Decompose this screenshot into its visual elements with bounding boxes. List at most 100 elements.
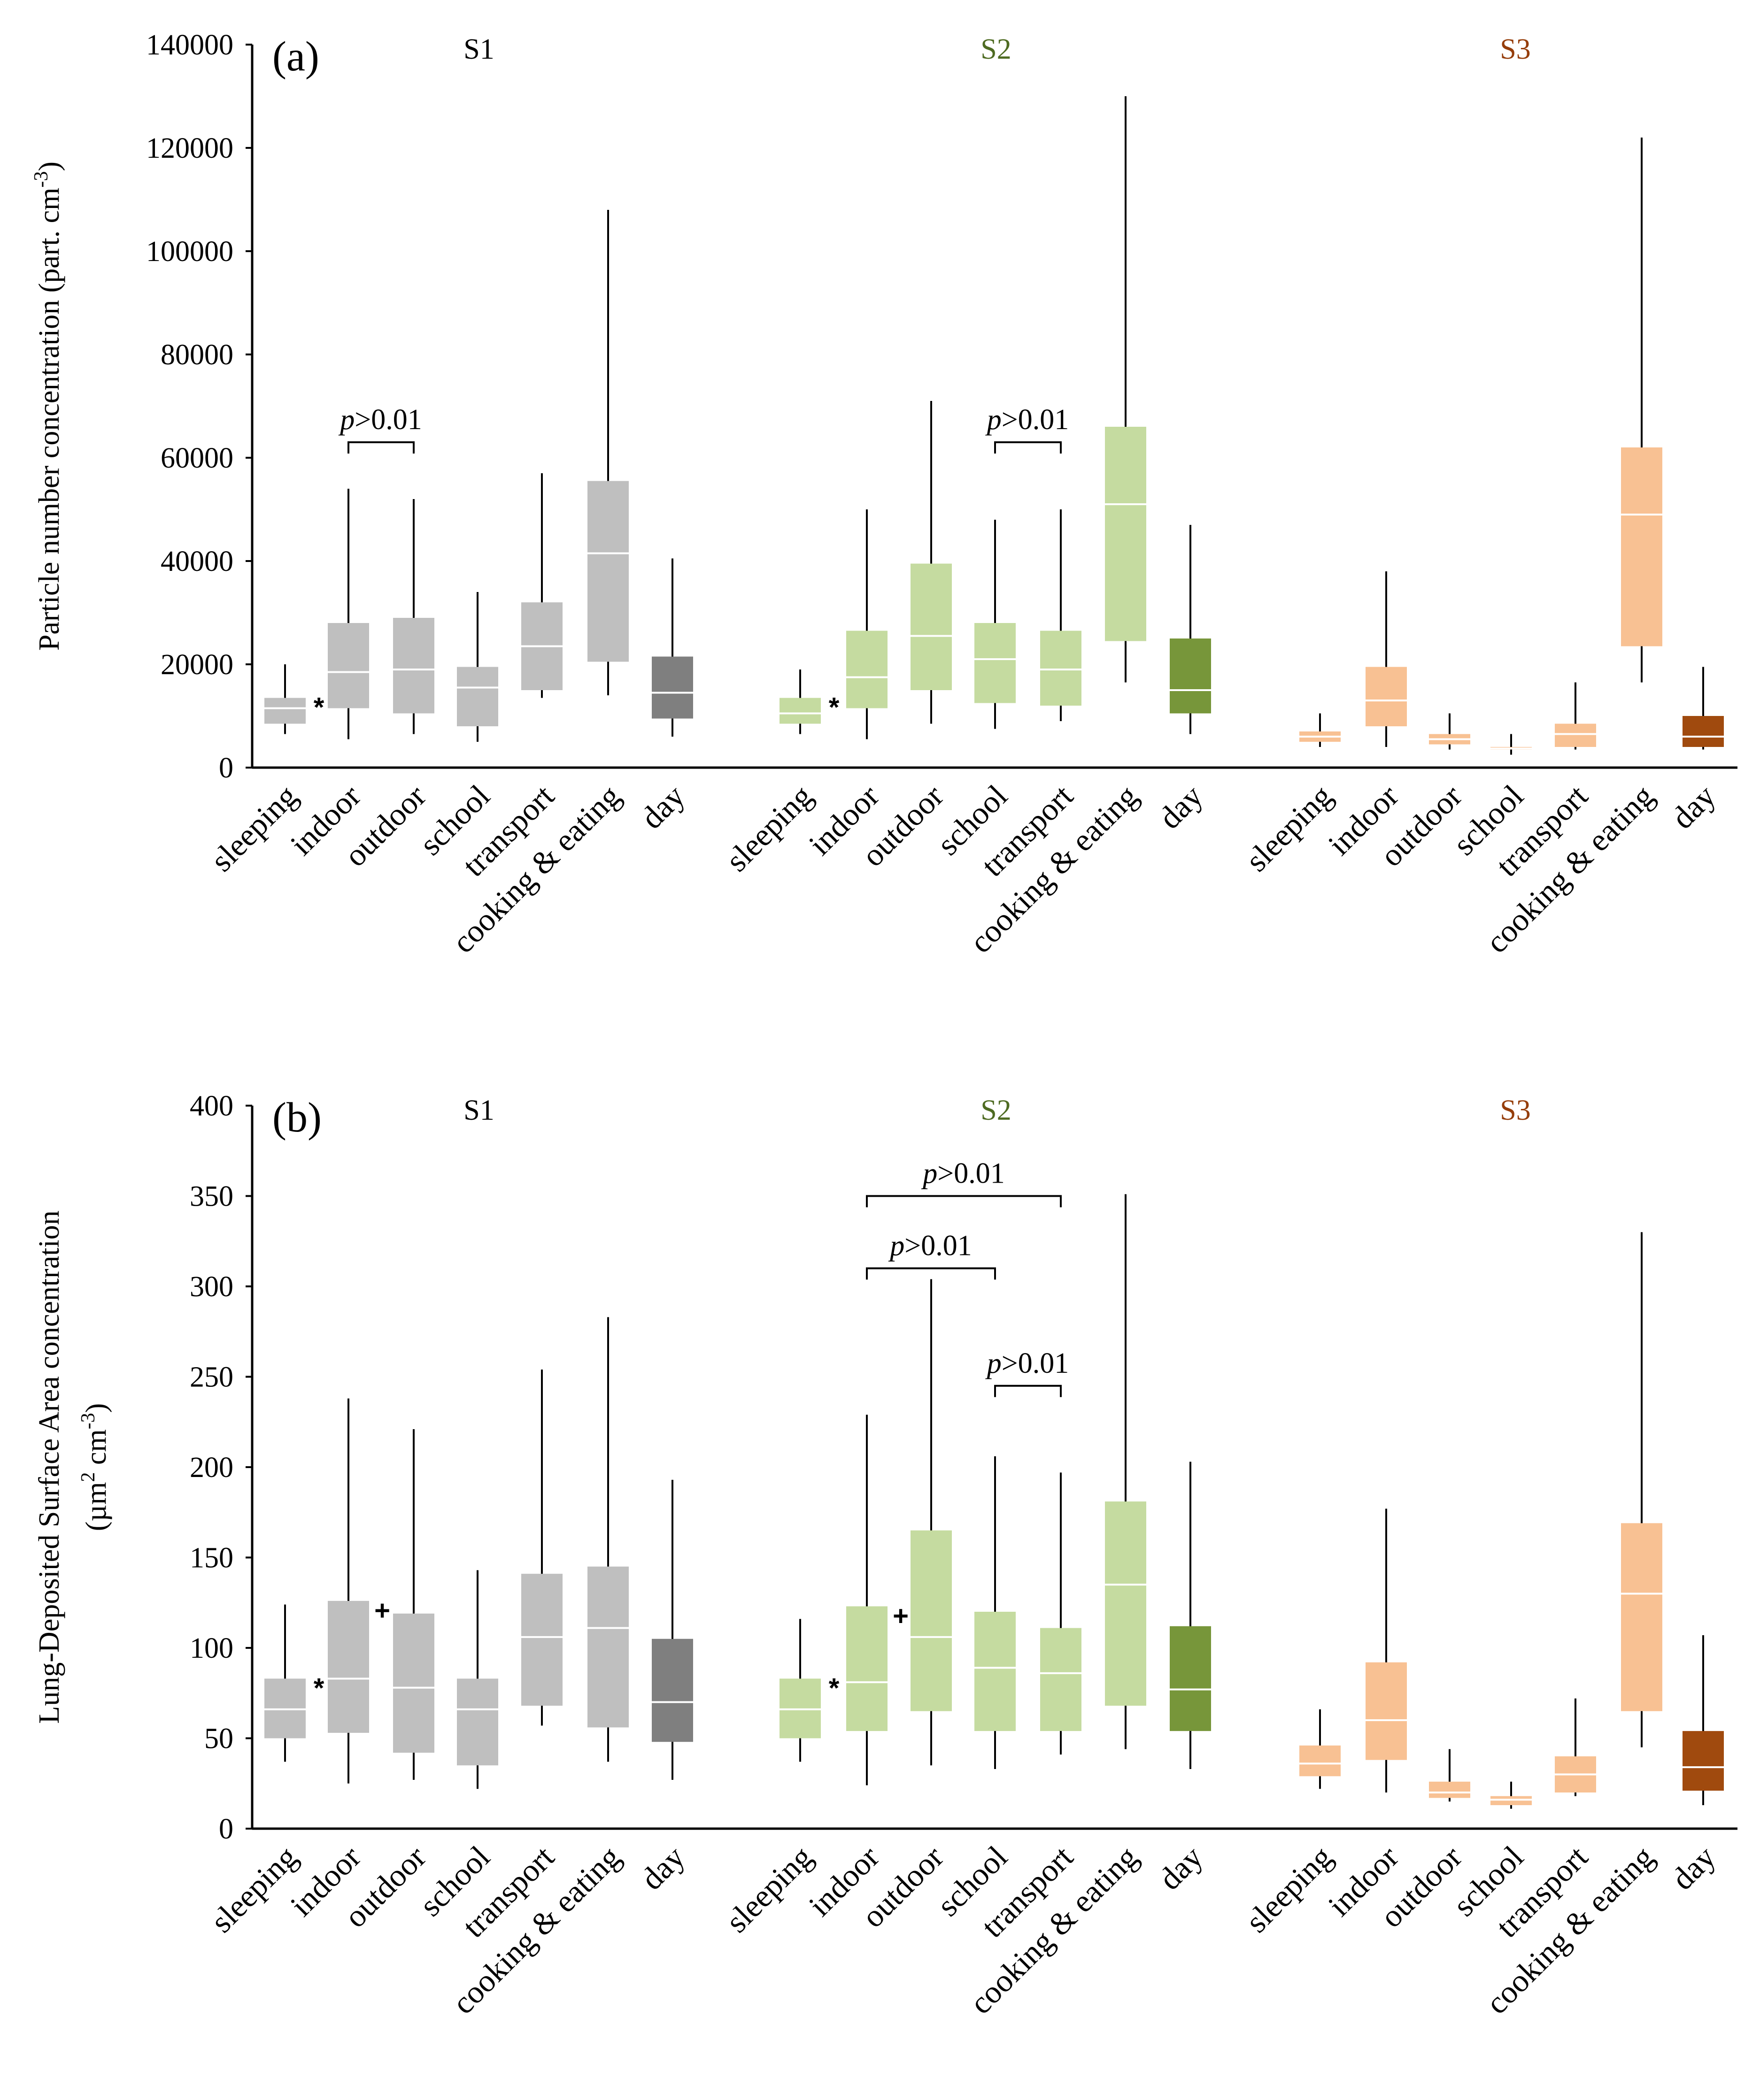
group-label: S3 bbox=[1500, 33, 1530, 65]
y-axis-label: Lung-Deposited Surface Area concentratio… bbox=[33, 1210, 65, 1723]
iqr-box bbox=[652, 656, 693, 719]
box-indoor: indoor bbox=[802, 509, 888, 862]
panel-b: 0 50 100 150 200 250 300 350 400 Lung-Deposited S… bbox=[33, 1090, 1737, 2021]
box-sleeping: sleeping bbox=[1239, 1709, 1341, 1939]
category-label: day bbox=[1151, 778, 1209, 836]
group-s3: S3sleepingindooroutdoorschooltransportco… bbox=[1239, 1094, 1724, 2021]
iqr-box bbox=[587, 481, 629, 662]
iqr-box bbox=[1105, 1501, 1146, 1706]
group-s1: S1sleepingindooroutdoorschooltransportco… bbox=[204, 33, 693, 960]
y-tick-label: 400 bbox=[190, 1090, 233, 1122]
plus-marker: + bbox=[893, 1600, 909, 1631]
group-s1: S1sleepingindooroutdoorschooltransportco… bbox=[204, 1094, 693, 2021]
iqr-box bbox=[1105, 427, 1146, 641]
category-label: day bbox=[1151, 1839, 1209, 1897]
box-day: day bbox=[1664, 667, 1724, 836]
category-label: sleeping bbox=[204, 778, 304, 878]
iqr-box bbox=[1170, 638, 1211, 714]
panel-label: (a) bbox=[272, 33, 319, 80]
bracket-line bbox=[866, 1267, 996, 1280]
p-value-label: p>0.01 bbox=[985, 1347, 1069, 1379]
box-cooking-eating: cooking & eating bbox=[1479, 138, 1662, 960]
category-label: day bbox=[633, 778, 691, 836]
bracket-line bbox=[866, 1195, 1062, 1208]
iqr-box bbox=[457, 667, 498, 726]
y-tick-label: 60000 bbox=[161, 442, 233, 474]
iqr-box bbox=[1040, 1628, 1081, 1731]
group-label: S1 bbox=[463, 33, 494, 65]
iqr-box bbox=[1555, 723, 1596, 747]
p-value-label: p>0.01 bbox=[921, 1158, 1004, 1190]
iqr-box bbox=[652, 1638, 693, 1742]
iqr-box bbox=[1683, 1731, 1724, 1791]
asterisk-marker: * bbox=[314, 692, 324, 723]
iqr-box bbox=[1366, 667, 1407, 726]
significance-bracket: p>0.01 bbox=[985, 404, 1069, 454]
group-label: S2 bbox=[980, 33, 1011, 65]
iqr-box bbox=[974, 623, 1016, 703]
significance-bracket: p>0.01 bbox=[866, 1158, 1062, 1208]
iqr-box bbox=[1170, 1626, 1211, 1731]
iqr-box bbox=[911, 1530, 952, 1711]
group-label: S3 bbox=[1500, 1094, 1530, 1126]
box-day: day bbox=[1151, 525, 1211, 836]
group-s2: S2sleepingindooroutdoorschooltransportco… bbox=[719, 33, 1211, 960]
y-axis-label: Particle number concentration (part. cm-… bbox=[31, 162, 65, 651]
group-label: S1 bbox=[463, 1094, 494, 1126]
asterisk-marker: * bbox=[829, 1673, 840, 1703]
iqr-box bbox=[1683, 716, 1724, 747]
y-tick-label: 120000 bbox=[146, 132, 233, 164]
iqr-box bbox=[587, 1566, 629, 1728]
y-tick-label: 80000 bbox=[161, 339, 233, 371]
p-value-label: p>0.01 bbox=[888, 1230, 972, 1262]
iqr-box bbox=[974, 1612, 1016, 1731]
group-s3: S3sleepingindooroutdoorschooltransportco… bbox=[1239, 33, 1724, 960]
p-value-label: p>0.01 bbox=[985, 404, 1069, 436]
significance-bracket: p>0.01 bbox=[985, 1347, 1069, 1397]
y-tick-label: 20000 bbox=[161, 649, 233, 681]
iqr-box bbox=[911, 563, 952, 690]
box-sleeping: sleeping bbox=[719, 669, 821, 878]
box-day: day bbox=[633, 1479, 693, 1897]
y-tick-label: 40000 bbox=[161, 546, 233, 577]
iqr-box bbox=[1621, 1523, 1662, 1711]
box-cooking-eating: cooking & eating bbox=[963, 1194, 1146, 2021]
y-tick-label: 300 bbox=[190, 1271, 233, 1303]
group-label: S2 bbox=[980, 1094, 1011, 1126]
y-tick-label: 100 bbox=[190, 1632, 233, 1664]
significance-bracket: p>0.01 bbox=[866, 1230, 996, 1280]
y-tick-label: 50 bbox=[204, 1723, 233, 1755]
bracket-line bbox=[994, 441, 1062, 454]
iqr-box bbox=[780, 698, 821, 724]
y-tick-label: 0 bbox=[219, 752, 233, 784]
category-label: sleeping bbox=[204, 1839, 304, 1939]
p-value-label: p>0.01 bbox=[338, 404, 422, 436]
y-tick-label: 350 bbox=[190, 1181, 233, 1213]
y-tick-label: 0 bbox=[219, 1813, 233, 1845]
category-label: day bbox=[1664, 778, 1722, 836]
significance-bracket: p>0.01 bbox=[338, 404, 422, 454]
panel-a: 0 20000 40000 60000 80000 100000 120000 140000 P… bbox=[31, 29, 1737, 960]
box-indoor: indoor bbox=[283, 1398, 369, 1923]
category-label: sleeping bbox=[1239, 778, 1339, 878]
iqr-box bbox=[457, 1678, 498, 1766]
box-cooking-eating: cooking & eating bbox=[963, 96, 1146, 960]
y-tick-label: 150 bbox=[190, 1542, 233, 1574]
y-tick-label: 140000 bbox=[146, 29, 233, 61]
bracket-line bbox=[994, 1385, 1062, 1397]
category-label: sleeping bbox=[1239, 1839, 1339, 1939]
iqr-box bbox=[1040, 631, 1081, 706]
iqr-box bbox=[328, 1600, 369, 1733]
iqr-box bbox=[1299, 1745, 1341, 1777]
iqr-box bbox=[846, 1606, 888, 1731]
iqr-box bbox=[328, 623, 369, 708]
iqr-box bbox=[521, 1574, 563, 1706]
plus-marker: + bbox=[374, 1595, 390, 1626]
box-sleeping: sleeping bbox=[719, 1619, 821, 1939]
category-label: day bbox=[1664, 1839, 1722, 1897]
panel-label: (b) bbox=[272, 1094, 322, 1141]
y-tick-label: 100000 bbox=[146, 236, 233, 268]
iqr-box bbox=[393, 618, 434, 714]
iqr-box bbox=[1621, 447, 1662, 646]
